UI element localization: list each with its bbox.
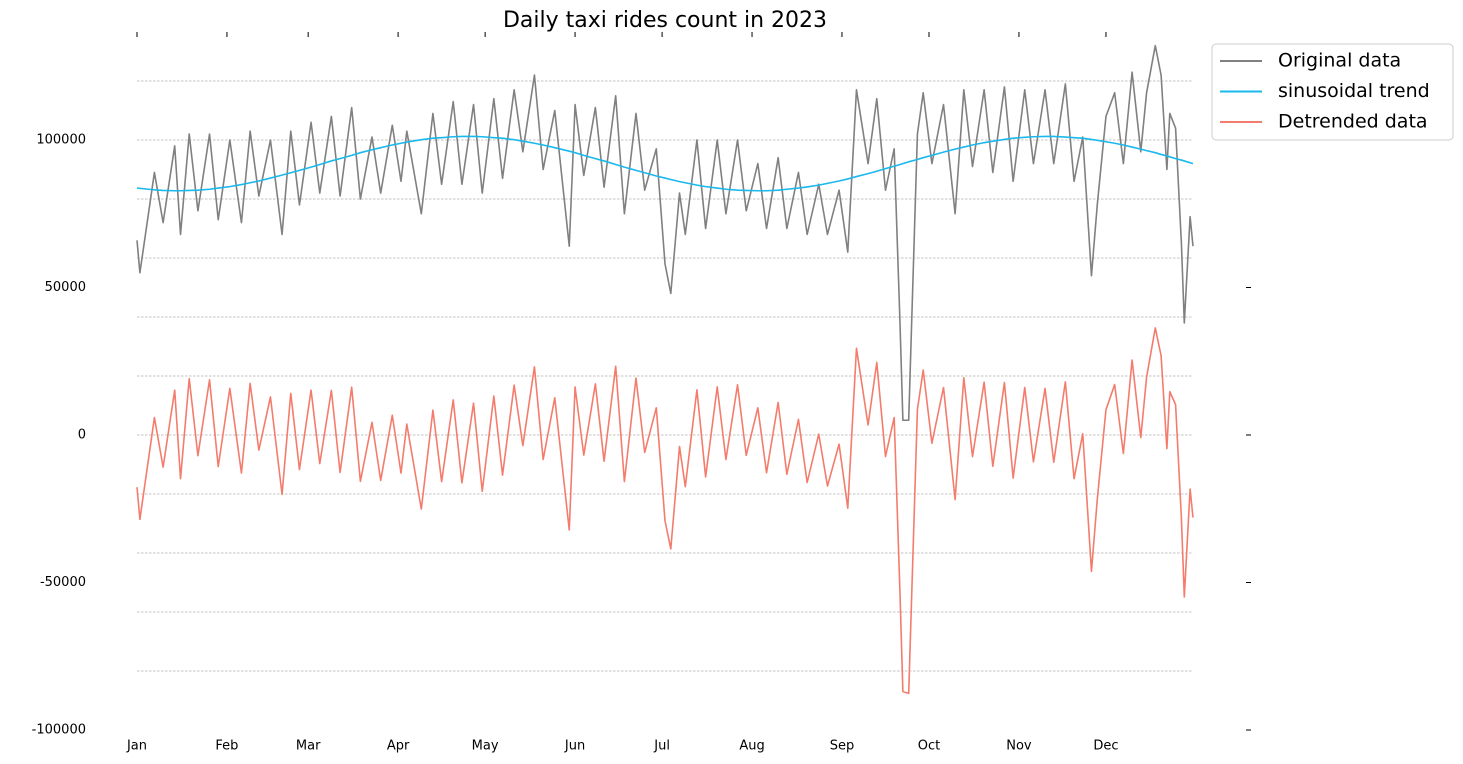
series-line (136, 327, 1194, 695)
x-tick-label: Feb (215, 739, 238, 754)
y-tick-label: -50000 (40, 575, 86, 590)
chart-title: Daily taxi rides count in 2023 (503, 8, 827, 33)
legend: Original data sinusoidal trend Detrended d… (1211, 43, 1454, 141)
y-tick-label: -100000 (32, 723, 86, 738)
x-tick-label: Nov (1006, 739, 1032, 754)
x-tick-label: Mar (296, 739, 321, 754)
x-tick-label: Sep (830, 739, 855, 754)
legend-label: Original data (1278, 50, 1401, 72)
legend-label: sinusoidal trend (1278, 80, 1430, 102)
x-tick-label: Oct (918, 739, 940, 754)
x-tick-label: May (472, 739, 499, 754)
legend-box (1211, 43, 1454, 141)
y-tick-label: 50000 (45, 280, 86, 295)
legend-label: Detrended data (1278, 111, 1428, 133)
y-tick-label: 0 (78, 428, 86, 443)
x-tick-label: Aug (739, 739, 764, 754)
x-tick-label: Apr (387, 739, 410, 754)
x-tick-label: Dec (1093, 739, 1118, 754)
grid: -100000 -50000 0 50000 100000 Jan Feb Mar Apr May… (32, 32, 1251, 754)
series-line (136, 44, 1194, 422)
x-tick-label: Jul (653, 739, 670, 754)
plot-area (136, 44, 1194, 695)
series-line (136, 135, 1194, 192)
y-tick-label: 100000 (36, 133, 86, 148)
x-tick-label: Jan (126, 739, 147, 754)
x-tick-label: Jun (564, 739, 585, 754)
